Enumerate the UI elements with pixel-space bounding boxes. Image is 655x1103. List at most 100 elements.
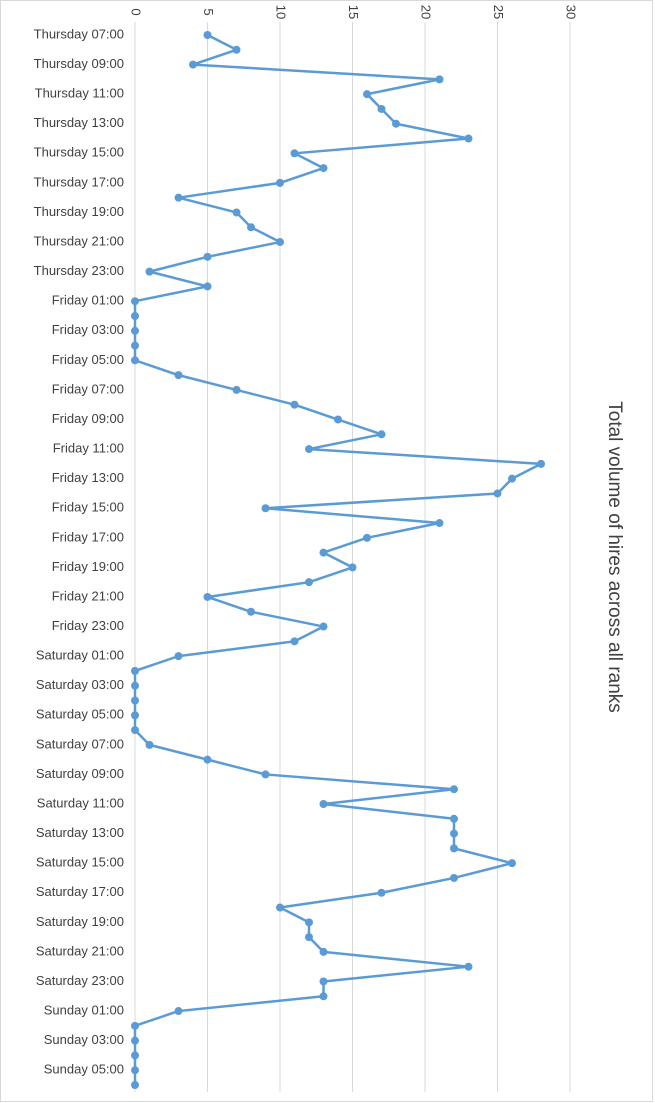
y-tick-label: Saturday 19:00 (36, 914, 124, 929)
y-tick-label: Thursday 17:00 (34, 174, 124, 189)
data-point (189, 60, 197, 69)
data-point (377, 430, 386, 439)
data-point (377, 888, 386, 897)
y-tick-label: Saturday 11:00 (37, 795, 124, 810)
data-point (232, 385, 241, 394)
data-point (435, 519, 444, 528)
data-point (319, 992, 328, 1001)
data-point (131, 726, 139, 735)
y-tick-label: Saturday 09:00 (36, 766, 124, 781)
data-point (450, 873, 458, 882)
data-point (537, 459, 545, 468)
x-tick-label: 25 (491, 5, 506, 19)
y-tick-label: Friday 07:00 (52, 381, 124, 396)
y-tick-label: Friday 23:00 (52, 618, 124, 633)
data-point (319, 548, 328, 557)
data-point (131, 1021, 139, 1030)
y-tick-label: Saturday 01:00 (36, 648, 124, 663)
data-point (276, 903, 284, 912)
data-point (131, 696, 139, 705)
data-point (450, 844, 458, 853)
y-tick-label: Sunday 05:00 (44, 1062, 124, 1077)
data-point (261, 504, 270, 513)
data-point (131, 341, 139, 350)
data-point (203, 592, 212, 601)
data-point (319, 977, 328, 986)
data-point (450, 785, 458, 794)
data-point (174, 1007, 183, 1016)
y-tick-label: Friday 19:00 (52, 559, 124, 574)
data-point (319, 622, 328, 631)
data-point (131, 326, 139, 335)
data-point (377, 104, 386, 113)
y-tick-label: Saturday 05:00 (36, 707, 124, 722)
data-point (319, 164, 328, 173)
data-point (319, 947, 328, 956)
data-point (276, 178, 284, 187)
data-point (450, 829, 458, 838)
data-point (464, 134, 473, 143)
data-point (232, 208, 241, 217)
y-tick-label: Saturday 13:00 (36, 825, 124, 840)
y-tick-label: Friday 13:00 (52, 470, 124, 485)
data-point (290, 149, 299, 158)
data-point (131, 711, 139, 720)
y-tick-label: Thursday 11:00 (35, 86, 124, 101)
y-tick-label: Saturday 21:00 (36, 943, 124, 958)
data-point (232, 45, 241, 54)
data-point (247, 223, 255, 232)
y-tick-label: Friday 09:00 (52, 411, 124, 426)
data-point (261, 770, 270, 779)
data-point (131, 356, 139, 365)
data-point (131, 681, 139, 690)
x-tick-label: 30 (564, 5, 579, 19)
data-point (363, 533, 371, 542)
data-point (203, 282, 212, 291)
data-point (450, 814, 458, 823)
data-point (276, 238, 284, 247)
data-point (131, 1036, 139, 1045)
x-tick-label: 20 (419, 5, 434, 19)
data-point (464, 962, 473, 971)
y-tick-label: Thursday 15:00 (34, 145, 124, 160)
y-tick-label: Saturday 23:00 (36, 973, 124, 988)
data-point (203, 31, 212, 39)
data-point (203, 755, 212, 764)
data-point (435, 75, 444, 84)
data-point (392, 119, 400, 128)
x-tick-label: 5 (201, 8, 216, 15)
data-point (131, 666, 139, 675)
y-tick-label: Thursday 07:00 (34, 26, 124, 41)
data-point (305, 918, 313, 927)
data-point (319, 800, 328, 809)
y-tick-label: Saturday 03:00 (36, 677, 124, 692)
y-tick-label: Friday 11:00 (53, 441, 124, 456)
y-tick-label: Thursday 21:00 (34, 233, 124, 248)
y-tick-label: Thursday 09:00 (34, 56, 124, 71)
data-point (247, 607, 255, 616)
data-point (363, 90, 371, 99)
data-point (334, 415, 342, 424)
data-point (508, 474, 516, 483)
data-point (348, 563, 357, 572)
data-point (174, 193, 183, 202)
data-point (131, 1081, 139, 1089)
y-tick-label: Sunday 01:00 (44, 1002, 124, 1017)
data-point (174, 371, 183, 380)
data-point (131, 311, 139, 320)
y-tick-label: Friday 17:00 (52, 529, 124, 544)
y-tick-label: Friday 21:00 (52, 588, 124, 603)
y-tick-label: Saturday 15:00 (36, 855, 124, 870)
data-point (290, 637, 299, 646)
x-tick-label: 0 (129, 8, 144, 15)
x-tick-label: 15 (346, 5, 361, 19)
data-point (305, 445, 313, 454)
data-line (133, 33, 543, 1085)
data-point (203, 252, 212, 261)
axis-title: Total volume of hires across all ranks (604, 401, 625, 713)
data-point (131, 297, 139, 306)
y-tick-label: Thursday 13:00 (34, 115, 124, 130)
y-tick-label: Saturday 07:00 (36, 736, 124, 751)
data-point (493, 489, 502, 498)
